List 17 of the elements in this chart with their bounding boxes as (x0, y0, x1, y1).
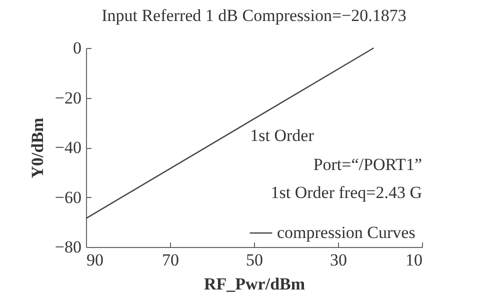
legend-label: compression Curves (277, 223, 416, 242)
x-tick-label: 50 (246, 250, 263, 270)
x-tick-label: 10 (406, 250, 422, 270)
y-tick-label: −40 (54, 138, 82, 157)
y-axis-title: Y0/dBm (28, 118, 47, 178)
y-tick-label: −60 (54, 188, 82, 207)
x-tick-label: 30 (330, 250, 347, 270)
annotation: 1st Order freq=2.43 G (270, 183, 422, 202)
x-tick-label: 90 (86, 250, 104, 270)
x-tick-label: 70 (162, 250, 179, 270)
y-tick-label: −20 (54, 88, 82, 108)
y-tick-label: −80 (54, 238, 82, 256)
y-tick-label: 0 (73, 38, 82, 58)
x-axis-title: RF_Pwr/dBm (204, 274, 306, 294)
chart-title: Input Referred 1 dB Compression=−20.1873 (102, 6, 406, 25)
annotation: 1st Order (250, 126, 314, 145)
annotation: Port=“/PORT1” (313, 155, 422, 174)
